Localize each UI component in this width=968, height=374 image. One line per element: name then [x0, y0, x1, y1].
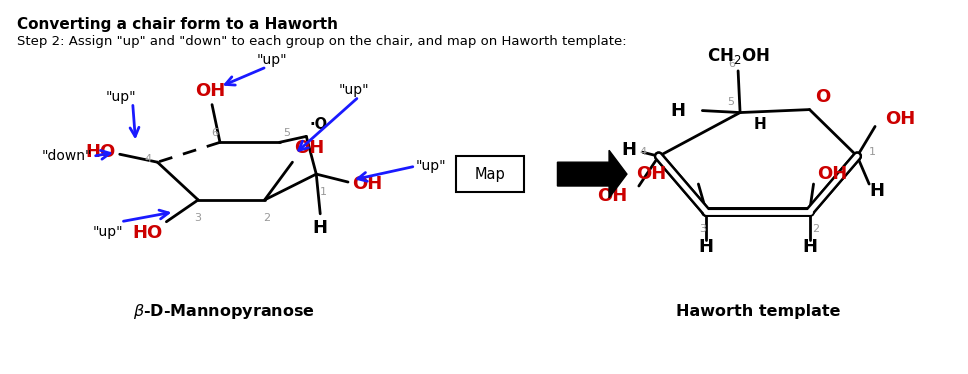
Text: H: H	[869, 182, 885, 200]
Text: ·O: ·O	[310, 117, 327, 132]
Text: 1: 1	[869, 147, 876, 157]
Text: OH: OH	[636, 165, 667, 183]
Text: 3: 3	[195, 213, 201, 223]
Text: OH: OH	[885, 110, 916, 128]
Text: Haworth template: Haworth template	[676, 304, 840, 319]
Text: OH: OH	[596, 187, 627, 205]
Text: 4: 4	[640, 147, 647, 157]
Text: 4: 4	[144, 154, 151, 164]
Text: "up": "up"	[93, 225, 123, 239]
Text: H: H	[621, 141, 637, 159]
Text: O: O	[815, 88, 831, 105]
Text: OH: OH	[294, 139, 324, 157]
Text: 5: 5	[727, 96, 734, 107]
Text: "down": "down"	[42, 149, 92, 163]
Text: 2: 2	[812, 224, 819, 234]
Text: "up": "up"	[415, 159, 446, 173]
Text: "up": "up"	[257, 53, 287, 67]
Text: 6: 6	[729, 59, 736, 69]
Text: OH: OH	[818, 165, 848, 183]
Text: H: H	[699, 237, 713, 255]
Text: H: H	[754, 117, 767, 132]
Text: 1: 1	[320, 187, 327, 197]
Text: H: H	[802, 237, 817, 255]
Text: Map: Map	[474, 166, 505, 182]
Text: H: H	[313, 219, 328, 237]
Text: Step 2: Assign "up" and "down" to each group on the chair, and map on Haworth te: Step 2: Assign "up" and "down" to each g…	[17, 35, 627, 48]
Text: "up": "up"	[106, 90, 136, 104]
Text: 5: 5	[284, 128, 290, 138]
Text: HO: HO	[133, 224, 163, 242]
FancyBboxPatch shape	[456, 156, 524, 192]
Text: 3: 3	[699, 224, 706, 234]
Text: OH: OH	[352, 175, 382, 193]
Polygon shape	[558, 150, 627, 198]
Text: 6: 6	[211, 128, 218, 138]
Text: OH: OH	[195, 82, 226, 99]
Text: $\beta$-D-Mannopyranose: $\beta$-D-Mannopyranose	[133, 301, 315, 321]
Text: "up": "up"	[339, 83, 369, 97]
Text: HO: HO	[85, 143, 116, 161]
Text: CH$_2$OH: CH$_2$OH	[707, 46, 770, 66]
Text: H: H	[671, 102, 685, 120]
Text: 2: 2	[263, 213, 270, 223]
Text: Converting a chair form to a Haworth: Converting a chair form to a Haworth	[17, 17, 339, 32]
